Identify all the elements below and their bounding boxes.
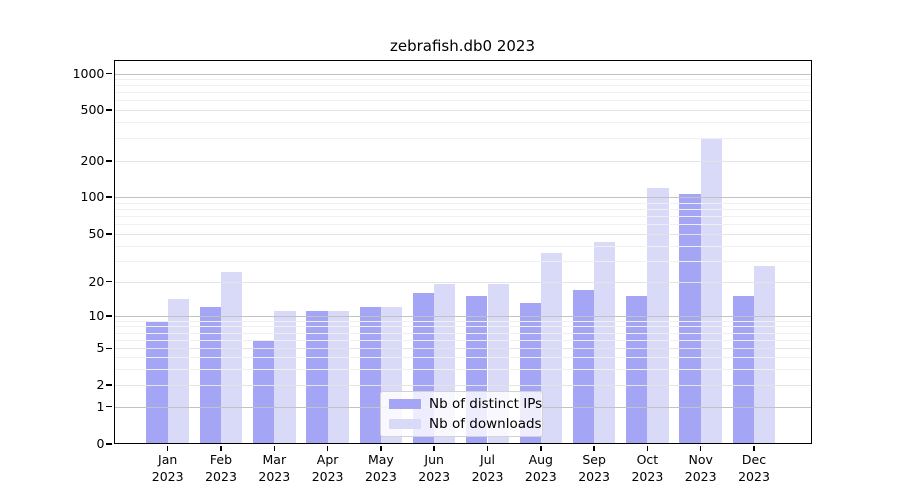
- y-axis-tick: [106, 160, 112, 162]
- x-axis-tick: [699, 445, 702, 452]
- minor-gridline: [113, 122, 812, 124]
- y-tick-label: 500: [80, 102, 105, 117]
- x-axis-tick: [220, 445, 222, 452]
- major-gridline: [113, 316, 812, 317]
- x-axis-tick: [433, 445, 435, 452]
- labeled-gridline: [113, 234, 812, 235]
- y-axis-tick: [106, 384, 112, 386]
- y-tick-label: 200: [80, 153, 105, 168]
- x-axis-tick: [593, 445, 595, 452]
- labeled-gridline: [113, 385, 812, 386]
- minor-gridline: [113, 79, 812, 81]
- minor-gridline: [113, 260, 812, 262]
- minor-gridline: [113, 92, 812, 94]
- legend-swatch-distinct-ips: [389, 399, 421, 409]
- minor-gridline: [113, 368, 812, 370]
- minor-gridline: [113, 224, 812, 226]
- bar-distinct-ips-nov: [679, 194, 701, 444]
- x-tick-label-jan: Jan 2023: [151, 452, 184, 484]
- minor-gridline: [113, 245, 812, 247]
- legend-item-downloads: Nb of downloads: [389, 416, 542, 433]
- y-tick-label: 5: [96, 340, 105, 356]
- x-tick-label-jul: Jul 2023: [471, 452, 504, 484]
- bar-downloads-nov: [700, 138, 722, 444]
- bar-distinct-ips-feb: [199, 306, 221, 444]
- minor-gridline: [113, 85, 812, 87]
- minor-gridline: [113, 138, 812, 140]
- x-tick-label-oct: Oct 2023: [631, 452, 664, 484]
- minor-gridline: [113, 320, 812, 322]
- y-tick-label: 50: [88, 226, 105, 241]
- y-axis-tick: [106, 196, 112, 198]
- x-tick-label-nov: Nov 2023: [684, 452, 717, 484]
- bar-downloads-dec: [754, 266, 776, 444]
- y-axis-tick: [106, 347, 112, 350]
- y-axis-tick: [106, 280, 112, 283]
- x-tick-label-apr: Apr 2023: [311, 452, 344, 484]
- y-tick-label: 100: [80, 189, 105, 204]
- y-axis-tick: [106, 443, 112, 445]
- x-axis-tick: [646, 445, 649, 452]
- legend: Nb of distinct IPs Nb of downloads: [380, 391, 543, 437]
- legend-label-distinct-ips: Nb of distinct IPs: [429, 395, 543, 412]
- x-axis-tick: [273, 445, 276, 452]
- minor-gridline: [113, 100, 812, 102]
- x-tick-label-feb: Feb 2023: [205, 452, 237, 484]
- x-tick-label-aug: Aug 2023: [524, 452, 557, 484]
- bar-distinct-ips-may: [359, 306, 381, 444]
- bar-downloads-aug: [540, 252, 563, 444]
- y-tick-label: 1000: [72, 65, 105, 81]
- bar-distinct-ips-oct: [626, 295, 648, 444]
- y-tick-label: 10: [88, 308, 105, 323]
- bar-downloads-sep: [594, 241, 616, 444]
- x-axis-tick: [540, 445, 542, 452]
- x-tick-label-may: May 2023: [364, 452, 397, 484]
- minor-gridline: [113, 208, 812, 210]
- bar-distinct-ips-sep: [572, 289, 595, 444]
- labeled-gridline: [113, 281, 812, 283]
- minor-gridline: [113, 202, 812, 204]
- bar-distinct-ips-apr: [306, 311, 328, 444]
- major-gridline: [113, 73, 812, 75]
- major-gridline: [113, 197, 812, 198]
- legend-swatch-downloads: [389, 419, 421, 429]
- y-tick-label: 0: [96, 436, 105, 451]
- minor-gridline: [113, 326, 812, 328]
- bar-distinct-ips-dec: [732, 295, 754, 444]
- x-tick-label-sep: Sep 2023: [578, 452, 610, 484]
- y-tick-label: 1: [96, 398, 105, 414]
- y-axis-tick: [106, 233, 112, 235]
- minor-gridline: [113, 357, 812, 359]
- x-tick-label-jun: Jun 2023: [418, 452, 451, 484]
- x-axis-tick: [753, 445, 755, 452]
- legend-label-downloads: Nb of downloads: [429, 415, 542, 432]
- minor-gridline: [113, 332, 812, 334]
- x-tick-label-dec: Dec 2023: [738, 452, 770, 484]
- bar-distinct-ips-mar: [253, 339, 275, 444]
- labeled-gridline: [113, 161, 812, 162]
- minor-gridline: [113, 216, 812, 218]
- legend-item-distinct-ips: Nb of distinct IPs: [389, 396, 542, 413]
- labeled-gridline: [113, 110, 812, 111]
- x-axis-tick: [326, 445, 329, 452]
- bar-downloads-mar: [274, 311, 296, 444]
- x-axis-tick: [166, 445, 169, 452]
- y-axis-tick: [106, 72, 112, 75]
- y-axis-tick: [106, 315, 112, 317]
- labeled-gridline: [113, 348, 812, 350]
- bar-downloads-jan: [167, 299, 189, 444]
- y-tick-label: 20: [88, 273, 105, 289]
- x-axis-tick: [486, 445, 489, 452]
- y-axis-tick: [106, 405, 112, 408]
- bar-distinct-ips-jan: [146, 320, 168, 444]
- chart-title: zebrafish.db0 2023: [389, 37, 536, 55]
- bar-downloads-apr: [327, 311, 349, 444]
- minor-gridline: [113, 339, 812, 341]
- y-axis-tick: [106, 109, 112, 111]
- x-axis-tick: [380, 445, 382, 452]
- y-tick-label: 2: [96, 377, 105, 392]
- x-tick-label-mar: Mar 2023: [258, 452, 291, 484]
